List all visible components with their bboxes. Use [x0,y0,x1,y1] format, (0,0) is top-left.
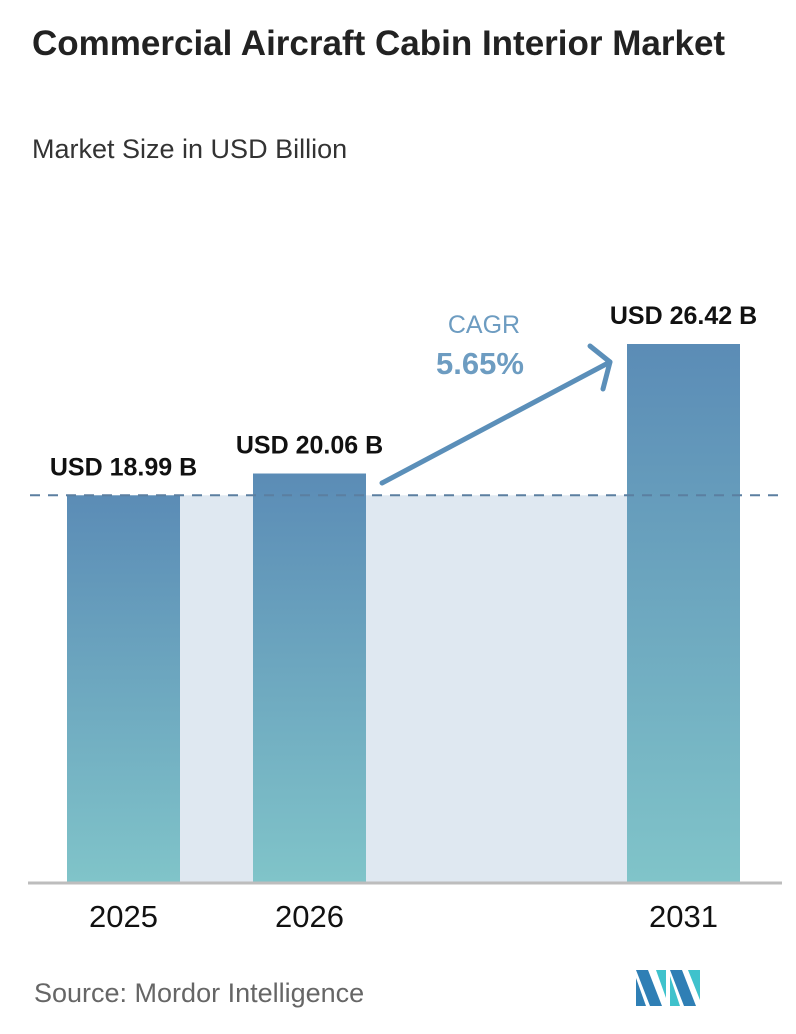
bar-2026 [253,473,366,882]
data-label-2026: USD 20.06 B [236,432,383,460]
x-tick-label-2026: 2026 [275,899,344,934]
cagr-arrow [379,343,613,486]
bar-2025 [67,495,180,882]
chart-subtitle: Market Size in USD Billion [32,134,348,164]
source-text: Source: Mordor Intelligence [34,978,365,1008]
cagr-label: CAGR [448,311,520,339]
data-label-2025: USD 18.99 B [50,453,197,481]
data-label-2031: USD 26.42 B [610,302,757,330]
bar-2031 [627,344,740,882]
x-tick-label-2031: 2031 [649,899,718,934]
chart-title: Commercial Aircraft Cabin Interior Marke… [32,24,726,63]
x-tick-label-2025: 2025 [89,899,158,934]
cagr-value: 5.65% [436,346,524,381]
mordor-intelligence-logo [636,970,700,1006]
